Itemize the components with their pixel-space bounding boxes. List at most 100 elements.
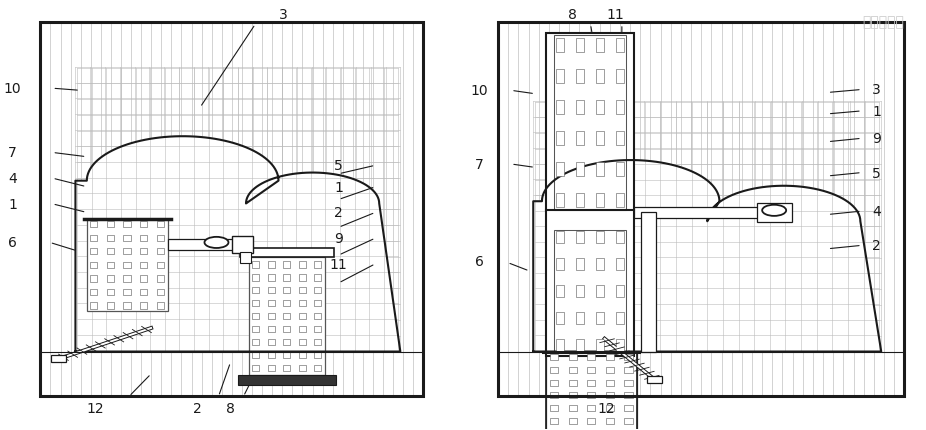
Bar (315, 288, 321, 294)
Bar (268, 352, 275, 358)
Text: 7: 7 (8, 146, 17, 160)
Bar (253, 288, 259, 294)
Bar (546, 34, 634, 356)
Bar (550, 393, 558, 399)
Bar (616, 70, 624, 84)
Bar (556, 231, 564, 243)
Bar (299, 326, 306, 332)
Bar (168, 240, 249, 250)
Bar (156, 249, 164, 255)
Bar (253, 274, 259, 281)
Bar (232, 237, 253, 254)
Bar (550, 380, 558, 386)
Bar (315, 365, 321, 372)
Text: 8: 8 (568, 8, 577, 22)
Bar (576, 163, 584, 177)
Text: 1: 1 (872, 104, 881, 119)
Bar (299, 365, 306, 372)
Bar (283, 288, 290, 294)
Bar (268, 339, 275, 345)
Text: 8: 8 (226, 401, 235, 415)
Text: 2: 2 (334, 206, 343, 220)
Bar (576, 39, 584, 53)
Bar (123, 249, 131, 255)
Bar (595, 258, 604, 270)
Bar (283, 352, 290, 358)
Bar (569, 380, 577, 386)
Bar (616, 312, 624, 324)
Bar (624, 405, 632, 412)
Bar (253, 261, 259, 268)
Bar (268, 365, 275, 372)
Bar (556, 132, 564, 146)
Bar (616, 231, 624, 243)
Bar (299, 301, 306, 307)
Bar (268, 261, 275, 268)
Bar (253, 339, 259, 345)
Bar (123, 276, 131, 282)
Bar (315, 301, 321, 307)
Bar (253, 301, 259, 307)
Bar (587, 405, 595, 412)
Text: 10: 10 (4, 82, 21, 96)
Bar (606, 405, 614, 412)
Circle shape (205, 237, 229, 249)
Bar (576, 312, 584, 324)
Bar (576, 258, 584, 270)
Bar (299, 313, 306, 319)
Bar (569, 354, 577, 360)
Bar (106, 302, 114, 309)
Bar (106, 276, 114, 282)
Bar (52, 356, 66, 362)
Bar (268, 274, 275, 281)
Bar (556, 101, 564, 115)
Bar (554, 230, 627, 353)
Bar (106, 235, 114, 241)
Bar (556, 312, 564, 324)
Text: 9: 9 (334, 231, 343, 246)
Bar (634, 207, 761, 218)
Text: 5: 5 (872, 166, 881, 180)
Bar (556, 286, 564, 297)
Bar (606, 380, 614, 386)
Bar (606, 393, 614, 399)
Bar (587, 380, 595, 386)
Bar (315, 274, 321, 281)
Bar (90, 221, 97, 228)
Bar (156, 221, 164, 228)
Bar (283, 339, 290, 345)
Bar (106, 249, 114, 255)
Text: 1: 1 (8, 197, 17, 211)
Bar (156, 276, 164, 282)
Bar (595, 132, 604, 146)
Bar (587, 367, 595, 373)
Bar (556, 339, 564, 351)
Bar (546, 352, 637, 430)
Bar (90, 276, 97, 282)
Bar (123, 302, 131, 309)
Bar (123, 289, 131, 295)
Bar (550, 354, 558, 360)
Bar (616, 193, 624, 207)
Bar (606, 418, 614, 424)
Bar (616, 286, 624, 297)
Bar (576, 339, 584, 351)
Bar (156, 235, 164, 241)
Bar (140, 276, 147, 282)
Bar (569, 367, 577, 373)
Bar (576, 132, 584, 146)
Bar (556, 70, 564, 84)
Bar (624, 380, 632, 386)
Bar (595, 39, 604, 53)
Bar (616, 39, 624, 53)
Bar (606, 367, 614, 373)
Bar (268, 301, 275, 307)
Polygon shape (75, 137, 400, 352)
Bar (253, 365, 259, 372)
Bar (156, 262, 164, 268)
Bar (140, 302, 147, 309)
Text: 10: 10 (471, 84, 489, 98)
Bar (41, 23, 423, 396)
Bar (299, 352, 306, 358)
Circle shape (762, 205, 786, 216)
